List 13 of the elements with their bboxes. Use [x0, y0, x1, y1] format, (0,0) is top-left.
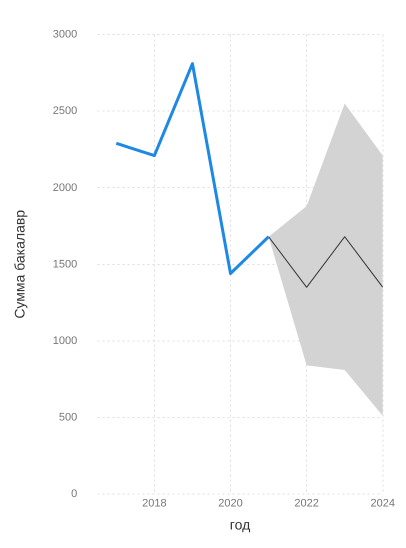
y-axis-title: Сумма бакалавр [11, 210, 28, 319]
y-tick-label: 2000 [52, 182, 78, 194]
x-tick-label: 2020 [218, 498, 243, 510]
y-tick-label: 0 [71, 488, 78, 500]
y-tick-label: 3000 [52, 28, 78, 41]
y-tick-label: 1500 [52, 258, 78, 270]
x-axis-title: год [230, 516, 250, 532]
x-tick-label: 2018 [142, 498, 167, 510]
x-tick-label: 2022 [294, 498, 319, 510]
y-tick-label: 1000 [52, 334, 78, 347]
y-tick-label: 2500 [52, 105, 78, 118]
x-tick-label: 2024 [370, 498, 396, 510]
y-tick-label: 500 [58, 411, 78, 424]
